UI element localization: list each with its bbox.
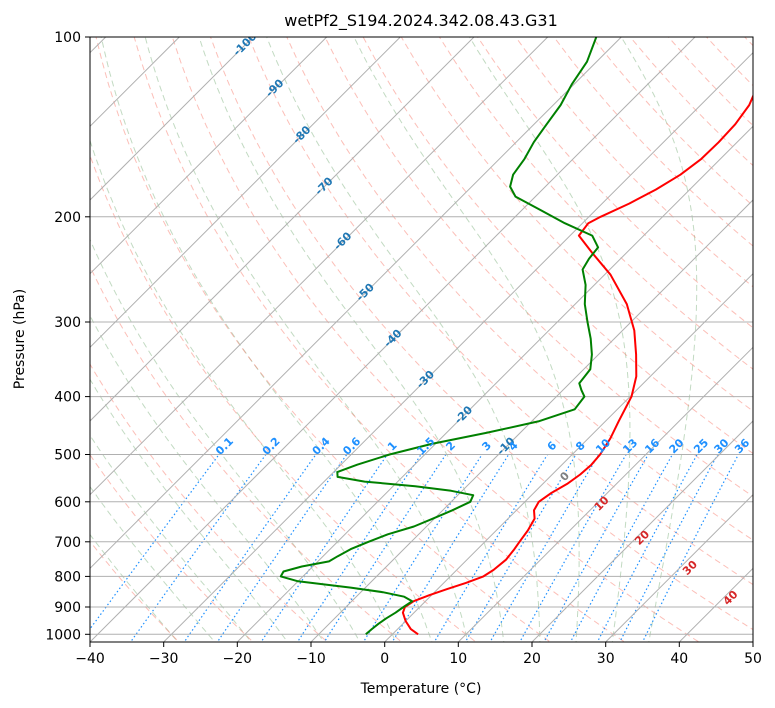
mixing-ratio-line bbox=[296, 454, 422, 642]
dry-adiabat-line bbox=[477, 37, 753, 329]
y-tick-label: 600 bbox=[54, 495, 81, 511]
temperature-profile-line bbox=[401, 93, 753, 636]
dry-adiabat-line bbox=[90, 265, 403, 642]
x-axis-label: Temperature (°C) bbox=[360, 681, 482, 697]
x-tick-label: 20 bbox=[523, 651, 541, 667]
y-tick-label: 1000 bbox=[45, 627, 81, 643]
moist-adiabat-line bbox=[620, 37, 698, 642]
isotherm-line bbox=[236, 125, 753, 642]
dry-adiabat-line bbox=[362, 37, 753, 455]
moist-adiabat-line bbox=[198, 37, 505, 642]
y-axis-ticks: 100 200 300 400 500 600 700 800 900 1000 bbox=[45, 30, 90, 643]
profile-series bbox=[279, 37, 753, 636]
isotherm-line bbox=[605, 493, 753, 642]
dry-adiabat-line bbox=[438, 37, 753, 370]
pressure-gridlines bbox=[90, 37, 753, 635]
isotherm-line bbox=[90, 37, 401, 349]
mixing-ratio-line bbox=[260, 454, 388, 642]
x-tick-label: −40 bbox=[75, 651, 105, 667]
dry-adiabat-line bbox=[90, 153, 477, 642]
isotherm-line bbox=[310, 199, 753, 642]
y-tick-label: 900 bbox=[54, 600, 81, 616]
mixing-ratio-line bbox=[90, 454, 220, 630]
isotherm-line bbox=[531, 420, 753, 642]
dry-adiabat-line bbox=[324, 37, 753, 498]
isotherm-line bbox=[752, 641, 753, 642]
x-tick-label: −20 bbox=[223, 651, 253, 667]
dry-adiabat-line bbox=[400, 37, 753, 412]
y-tick-label: 800 bbox=[54, 569, 81, 585]
x-axis-ticks: −40 −30 −20 −10 0 10 20 30 40 50 bbox=[75, 642, 762, 667]
y-tick-label: 100 bbox=[54, 30, 81, 46]
dry-adiabat-line bbox=[248, 37, 753, 586]
y-tick-label: 200 bbox=[54, 210, 81, 226]
moist-adiabat-line bbox=[353, 37, 580, 642]
isotherm-line bbox=[90, 37, 328, 275]
y-axis-label: Pressure (hPa) bbox=[12, 289, 28, 389]
moist-adiabat-line bbox=[90, 138, 397, 642]
x-tick-label: 10 bbox=[449, 651, 467, 667]
isotherm-line bbox=[90, 37, 696, 642]
x-tick-label: −10 bbox=[296, 651, 326, 667]
isotherm-line bbox=[90, 37, 549, 496]
moist-adiabat-line bbox=[90, 314, 325, 642]
isotherm-line bbox=[90, 37, 254, 201]
axes-frame bbox=[89, 36, 754, 643]
mixing-ratio-line bbox=[619, 454, 719, 642]
moist-adiabat-line bbox=[144, 37, 469, 642]
x-tick-label: −30 bbox=[149, 651, 179, 667]
plot-background bbox=[90, 37, 753, 642]
dry-adiabat-line bbox=[90, 363, 329, 642]
mixing-ratio-line bbox=[129, 454, 267, 642]
y-tick-label: 300 bbox=[54, 315, 81, 331]
x-tick-label: 0 bbox=[380, 651, 389, 667]
mixing-ratio-line bbox=[183, 454, 317, 642]
y-tick-label: 400 bbox=[54, 390, 81, 406]
mixing-ratio-line bbox=[323, 454, 447, 642]
mixing-ratio-lines bbox=[90, 454, 739, 642]
isotherm-line bbox=[90, 37, 622, 570]
moist-adiabat-line bbox=[266, 37, 541, 642]
mixing-ratio-line bbox=[569, 454, 673, 642]
plot-area: -100-90-80-70-60-50-40-30-20-100.1 0.2 0.4… bbox=[90, 37, 753, 642]
mixing-ratio-line bbox=[464, 454, 577, 642]
mixing-ratio-line bbox=[216, 454, 348, 642]
moist-adiabat-line bbox=[90, 533, 179, 642]
x-tick-label: 40 bbox=[670, 651, 688, 667]
dry-adiabat-line bbox=[95, 37, 552, 642]
isotherm-line bbox=[457, 346, 753, 642]
moist-adiabat-line bbox=[90, 485, 216, 642]
y-tick-label: 700 bbox=[54, 535, 81, 551]
chart-title: wetPf2_S194.2024.342.08.43.G31 bbox=[284, 11, 558, 31]
isotherm-line bbox=[90, 37, 475, 422]
mixing-ratio-line bbox=[596, 454, 698, 642]
isotherms bbox=[90, 37, 753, 642]
dry-adiabat-line bbox=[286, 37, 753, 541]
dry-adiabat-line bbox=[90, 453, 254, 642]
dewpoint-profile-line bbox=[279, 37, 600, 636]
x-tick-label: 30 bbox=[597, 651, 615, 667]
mixing-ratio-line bbox=[433, 454, 549, 642]
y-tick-label: 500 bbox=[54, 448, 81, 464]
x-tick-label: 50 bbox=[744, 651, 762, 667]
mixing-ratio-line bbox=[391, 454, 510, 642]
mixing-ratio-line bbox=[362, 454, 483, 642]
dry-adiabat-line bbox=[209, 37, 753, 631]
isotherm-line bbox=[163, 51, 753, 642]
isotherm-line bbox=[384, 272, 753, 642]
